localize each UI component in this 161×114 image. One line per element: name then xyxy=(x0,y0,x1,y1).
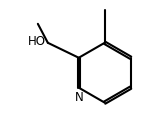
Text: N: N xyxy=(74,90,83,103)
Text: HO: HO xyxy=(28,35,46,47)
